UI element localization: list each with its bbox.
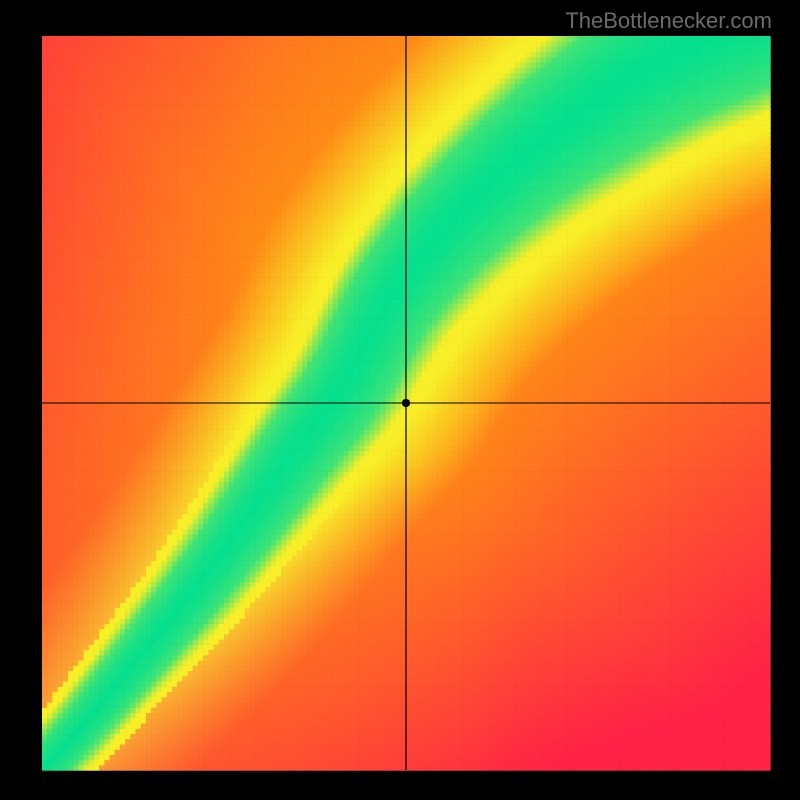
chart-container: TheBottlenecker.com: [0, 0, 800, 800]
heatmap-canvas: [0, 0, 800, 800]
